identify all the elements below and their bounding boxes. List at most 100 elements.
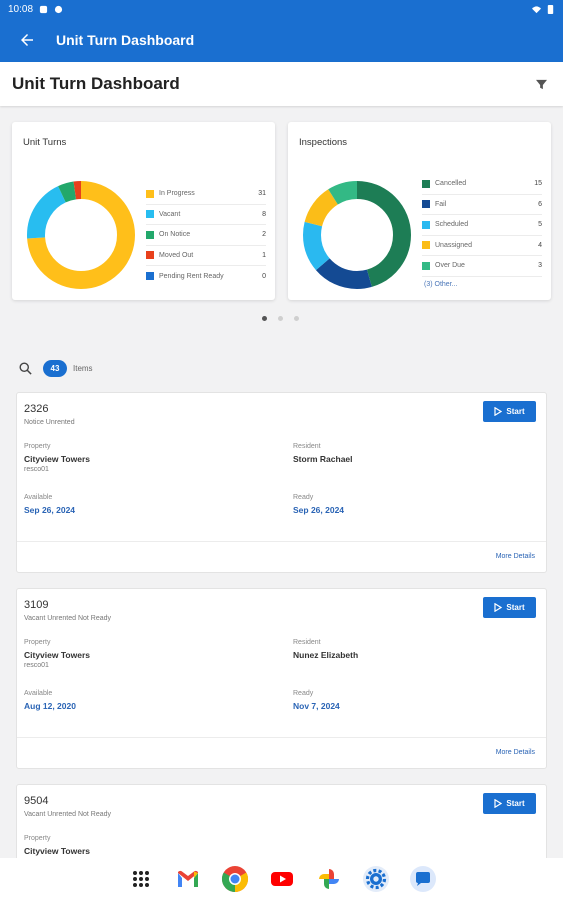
legend-label: Moved Out [159, 251, 194, 259]
search-icon[interactable] [18, 361, 33, 376]
legend-item[interactable]: Vacant 8 [146, 205, 266, 225]
donut-slice-scheduled[interactable] [303, 181, 411, 289]
legend-item[interactable]: On Notice 2 [146, 225, 266, 246]
carousel-dot[interactable] [294, 316, 299, 321]
unit-status: Vacant Unrented Not Ready [24, 811, 112, 818]
unit-card[interactable]: 2326 Notice Unrented Start Property City… [16, 392, 547, 573]
legend-swatch [422, 261, 430, 270]
donut-slice-moved-out[interactable] [27, 181, 135, 289]
widget-title: Inspections [299, 137, 348, 148]
legend-value: 31 [258, 190, 266, 198]
legend-label: Cancelled [435, 180, 467, 188]
donut-slice-fail[interactable] [303, 181, 411, 289]
legend-label: Pending Rent Ready [159, 272, 224, 280]
youtube-icon[interactable] [267, 864, 297, 894]
resident-label: Resident [293, 639, 321, 646]
property-label: Property [24, 835, 51, 842]
sync-icon [54, 5, 63, 13]
ready-date: Sep 26, 2024 [293, 505, 345, 515]
unit-number: 9504 [24, 795, 49, 807]
available-date: Aug 12, 2020 [24, 701, 76, 711]
app-bar-title: Unit Turn Dashboard [56, 32, 195, 48]
legend-swatch [146, 189, 154, 198]
more-details-link[interactable]: More Details [495, 749, 535, 756]
battery-icon [547, 4, 554, 14]
legend-value: 6 [538, 200, 542, 208]
property-name: Cityview Towers [24, 650, 90, 660]
settings-icon[interactable] [361, 864, 391, 894]
start-label: Start [506, 407, 525, 416]
resident-name: Nunez Elizabeth [293, 650, 359, 660]
more-details-link[interactable]: More Details [495, 553, 535, 560]
chrome-icon[interactable] [220, 864, 250, 894]
property-name: Cityview Towers [24, 846, 90, 856]
unit-card[interactable]: 3109 Vacant Unrented Not Ready Start Pro… [16, 588, 547, 769]
property-label: Property [24, 639, 51, 646]
inspections-widget[interactable]: Inspections Cancelled 15 Fail 6 Scheduled 5 Un… [288, 122, 551, 300]
unit-status: Vacant Unrented Not Ready [24, 615, 112, 622]
available-label: Available [24, 690, 53, 697]
legend-swatch [422, 179, 430, 188]
property-name: Cityview Towers [24, 454, 90, 464]
inspections-donut-chart [303, 181, 411, 289]
play-icon [494, 407, 503, 416]
legend-value: 1 [262, 251, 266, 259]
gmail-icon[interactable] [173, 864, 203, 894]
divider [17, 541, 546, 542]
apps-grid-icon[interactable] [126, 864, 156, 894]
app-dock [0, 858, 563, 900]
property-label: Property [24, 443, 51, 450]
resident-name: Storm Rachael [293, 454, 353, 464]
legend-item[interactable]: Moved Out 1 [146, 246, 266, 266]
legend-swatch [146, 230, 154, 239]
items-label: Items [73, 364, 93, 373]
start-label: Start [506, 799, 525, 808]
legend-value: 5 [538, 221, 542, 229]
legend-item[interactable]: In Progress 31 [146, 184, 266, 205]
legend-swatch [422, 200, 430, 209]
start-button[interactable]: Start [483, 597, 536, 618]
filter-icon [535, 79, 547, 89]
resident-label: Resident [293, 443, 321, 450]
legend-item[interactable]: Cancelled 15 [422, 174, 542, 195]
carousel-dot[interactable] [262, 316, 267, 321]
legend-value: 4 [538, 241, 542, 249]
start-label: Start [506, 603, 525, 612]
unit-number: 3109 [24, 599, 49, 611]
ready-date: Nov 7, 2024 [293, 701, 340, 711]
legend-swatch [422, 220, 430, 229]
play-icon [494, 603, 503, 612]
legend-item[interactable]: Unassigned 4 [422, 236, 542, 256]
page-title: Unit Turn Dashboard [12, 74, 180, 93]
legend-value: 8 [262, 210, 266, 218]
legend-swatch [146, 272, 154, 281]
app-bar: Unit Turn Dashboard [0, 18, 563, 62]
start-button[interactable]: Start [483, 401, 536, 422]
unit-turns-widget[interactable]: Unit Turns In Progress 31 Vacant 8 On Notice… [12, 122, 275, 300]
widget-title: Unit Turns [23, 137, 67, 148]
list-toolbar: 43 Items [18, 360, 93, 377]
legend-label: Vacant [159, 210, 181, 218]
unit-turns-legend: In Progress 31 Vacant 8 On Notice 2 Moved Out 1… [146, 184, 266, 287]
legend-item[interactable]: Fail 6 [422, 195, 542, 215]
photos-icon[interactable] [314, 864, 344, 894]
donut-slice-over-due[interactable] [303, 181, 411, 289]
filter-button[interactable] [531, 74, 551, 94]
legend-item[interactable]: Over Due 3 [422, 256, 542, 277]
messages-icon[interactable] [408, 864, 438, 894]
available-date: Sep 26, 2024 [24, 505, 76, 515]
legend-item[interactable]: Scheduled 5 [422, 215, 542, 236]
legend-value: 2 [262, 231, 266, 239]
legend-value: 0 [262, 272, 266, 280]
available-label: Available [24, 494, 53, 501]
back-button[interactable] [14, 27, 40, 53]
carousel-dot[interactable] [278, 316, 283, 321]
other-categories-link[interactable]: (3) Other... [424, 280, 458, 288]
legend-item[interactable]: Pending Rent Ready 0 [146, 266, 266, 287]
start-button[interactable]: Start [483, 793, 536, 814]
wifi-icon [532, 5, 541, 13]
arrow-left-icon [21, 34, 33, 46]
inspections-legend: Cancelled 15 Fail 6 Scheduled 5 Unassigned 4 Ove… [422, 174, 542, 288]
notification-icon [39, 5, 48, 13]
donut-slice-vacant[interactable] [27, 181, 135, 289]
